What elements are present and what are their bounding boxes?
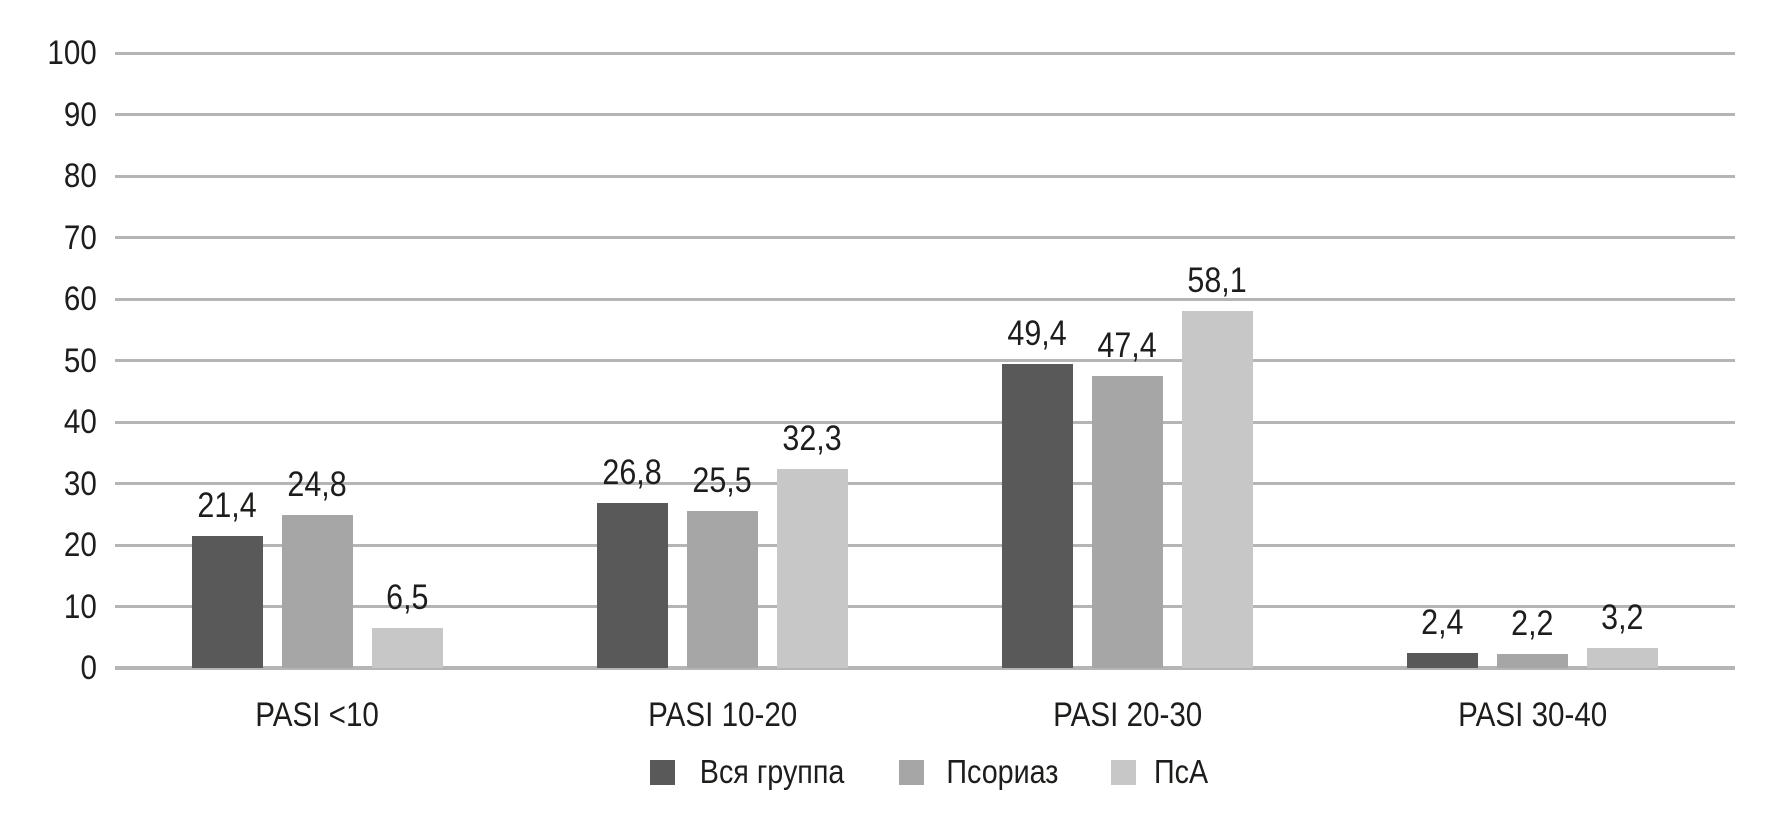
gridline [115, 605, 1735, 608]
gridline [115, 113, 1735, 116]
bar-value-label-text: 25,5 [692, 461, 753, 501]
gridline [115, 543, 1735, 547]
y-tick-label: 100 [0, 32, 97, 74]
gridline [115, 174, 1735, 178]
bar-value-label-text: 47,4 [1097, 326, 1158, 366]
legend-label: Псориаз [946, 753, 1059, 790]
bar [1497, 654, 1568, 668]
y-tick-label-text: 40 [64, 403, 97, 441]
bar-value-label: 26,8 [563, 451, 703, 495]
gridline [115, 420, 1735, 424]
y-tick-label-text: 30 [64, 464, 97, 503]
gridline [115, 359, 1735, 362]
bar [687, 511, 758, 668]
y-tick-label: 30 [0, 463, 97, 505]
bar-value-label: 58,1 [1148, 259, 1288, 303]
legend-swatch [899, 759, 925, 785]
legend-swatch [1110, 759, 1136, 785]
x-category-label-text: PASI 20-30 [1052, 696, 1203, 734]
legend-item: Вся группа [649, 752, 855, 792]
y-tick-label: 10 [0, 586, 97, 628]
bar-value-label-text: 2,2 [1511, 604, 1554, 644]
bar [1587, 648, 1658, 668]
y-tick-label: 60 [0, 278, 97, 320]
bar-value-label-text: 26,8 [602, 453, 663, 493]
y-tick-label: 40 [0, 401, 97, 443]
x-category-label-text: PASI 10-20 [647, 696, 798, 734]
y-tick-label: 0 [0, 647, 97, 689]
bar-value-label: 49,4 [968, 312, 1108, 356]
bar [1002, 364, 1073, 668]
legend-swatch [649, 759, 675, 785]
y-tick-label-text: 80 [64, 157, 97, 195]
bar-value-label-text: 32,3 [782, 419, 843, 459]
y-tick-label-text: 90 [64, 95, 97, 134]
y-tick-label-text: 60 [64, 280, 97, 318]
x-category-label-text: PASI <10 [255, 696, 380, 734]
x-category-label: PASI 20-30 [968, 694, 1288, 736]
y-tick-label: 70 [0, 217, 97, 259]
legend-label: ПсА [1153, 753, 1209, 790]
x-category-label: PASI 30-40 [1373, 694, 1693, 736]
y-tick-label-text: 10 [64, 587, 97, 626]
legend: Вся группа Псориаз ПсА [37, 752, 1788, 792]
legend-item: ПсА [1110, 752, 1212, 792]
bar-value-label-text: 49,4 [1007, 314, 1068, 354]
bar-value-label: 25,5 [653, 459, 793, 503]
y-tick-label: 80 [0, 155, 97, 197]
y-tick-label-text: 50 [64, 341, 97, 380]
bar [192, 536, 263, 668]
y-tick-label-text: 20 [64, 526, 97, 564]
x-category-label: PASI <10 [158, 694, 478, 736]
bar-value-label-text: 2,4 [1421, 603, 1464, 643]
x-category-label: PASI 10-20 [563, 694, 883, 736]
bar [1092, 376, 1163, 668]
bar-value-label: 2,2 [1463, 602, 1603, 646]
bar-value-label: 6,5 [338, 576, 478, 620]
gridline [115, 297, 1735, 301]
y-tick-label: 50 [0, 340, 97, 382]
gridline [115, 236, 1735, 239]
y-tick-label-text: 0 [80, 649, 97, 687]
bar-value-label: 3,2 [1553, 596, 1693, 640]
bar-value-label: 32,3 [743, 417, 883, 461]
gridline [115, 51, 1735, 55]
bar-value-label-text: 24,8 [287, 465, 348, 505]
bar [372, 628, 443, 668]
bar-value-label-text: 58,1 [1187, 260, 1248, 300]
y-tick-label-text: 100 [47, 34, 97, 72]
x-category-label-text: PASI 30-40 [1457, 696, 1608, 734]
legend-label: Вся группа [699, 753, 845, 790]
gridline [115, 666, 1735, 670]
bar-value-label-text: 3,2 [1601, 598, 1644, 638]
bar [1182, 310, 1253, 668]
bar [777, 469, 848, 668]
bar-value-label: 21,4 [158, 484, 298, 528]
bar-value-label-text: 21,4 [197, 486, 258, 526]
legend-item: Псориаз [899, 752, 1067, 792]
y-tick-label: 20 [0, 524, 97, 566]
bar [282, 515, 353, 668]
bar-value-label: 24,8 [248, 463, 388, 507]
y-tick-label-text: 70 [64, 218, 97, 257]
bar-value-label-text: 6,5 [386, 578, 429, 618]
bar [597, 503, 668, 668]
bar-value-label: 47,4 [1058, 324, 1198, 368]
gridline [115, 482, 1735, 485]
bar [1407, 653, 1478, 668]
y-tick-label: 90 [0, 94, 97, 136]
bar-value-label: 2,4 [1373, 601, 1513, 645]
